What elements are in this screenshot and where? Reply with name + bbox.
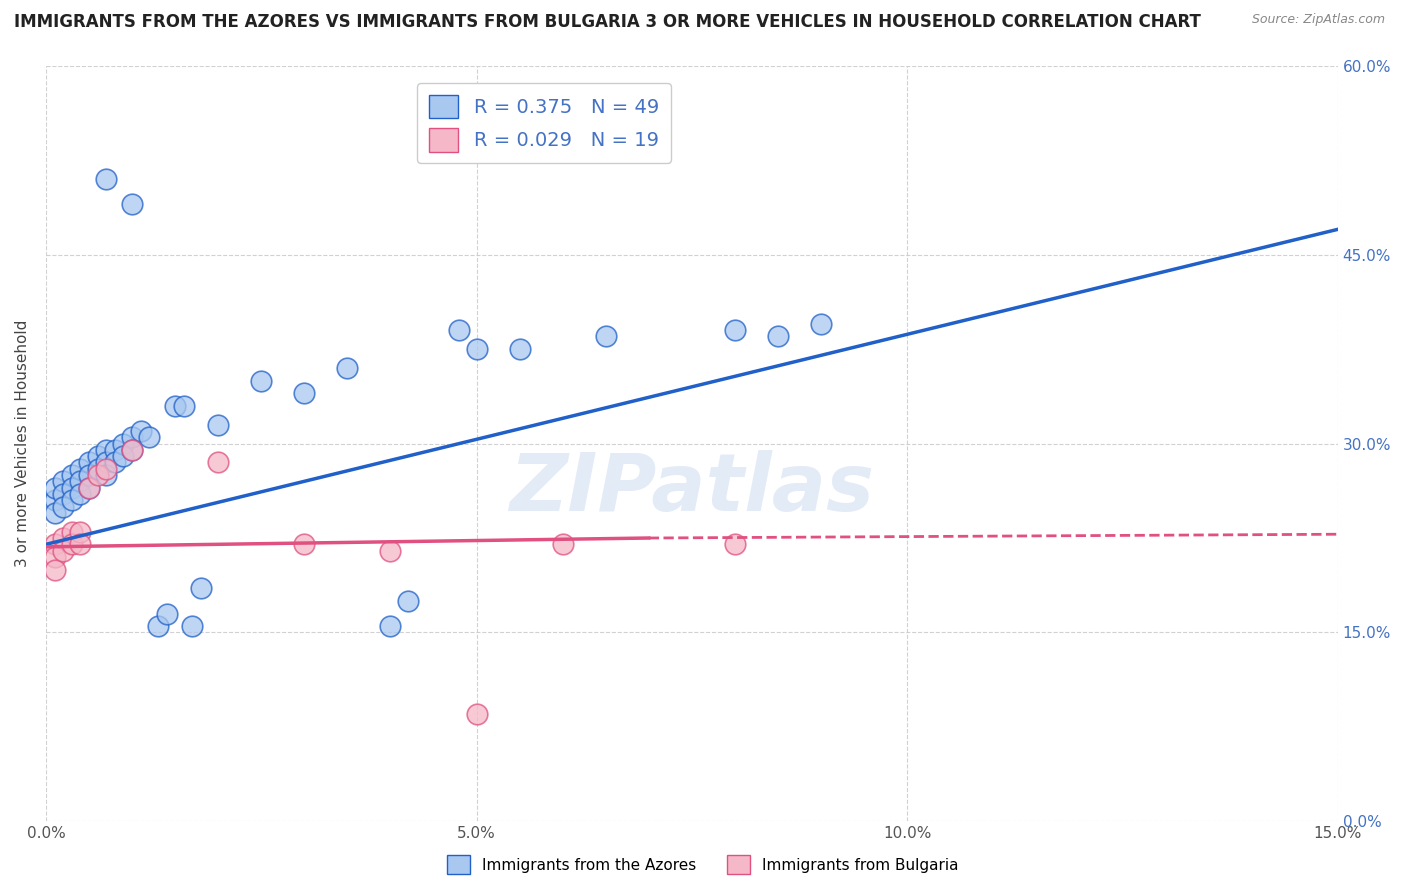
Point xyxy=(86,468,108,483)
Legend: R = 0.375   N = 49, R = 0.029   N = 19: R = 0.375 N = 49, R = 0.029 N = 19 xyxy=(418,83,671,163)
Point xyxy=(509,342,531,356)
Point xyxy=(52,543,75,558)
Point xyxy=(207,417,229,432)
Point xyxy=(250,374,273,388)
Point xyxy=(96,442,118,457)
Point xyxy=(69,537,91,551)
Point xyxy=(60,493,83,508)
Point xyxy=(766,329,789,343)
Point xyxy=(104,455,127,469)
Point xyxy=(396,594,419,608)
Legend: Immigrants from the Azores, Immigrants from Bulgaria: Immigrants from the Azores, Immigrants f… xyxy=(441,849,965,880)
Point xyxy=(121,442,143,457)
Point xyxy=(104,442,127,457)
Point xyxy=(44,537,66,551)
Point xyxy=(52,531,75,545)
Point xyxy=(44,493,66,508)
Point xyxy=(207,455,229,469)
Point xyxy=(551,537,574,551)
Point xyxy=(129,424,152,438)
Point xyxy=(190,582,212,596)
Point xyxy=(96,468,118,483)
Point xyxy=(121,430,143,444)
Point xyxy=(465,707,488,722)
Point xyxy=(69,524,91,539)
Point xyxy=(69,461,91,475)
Point xyxy=(44,481,66,495)
Point xyxy=(595,329,617,343)
Y-axis label: 3 or more Vehicles in Household: 3 or more Vehicles in Household xyxy=(15,320,30,567)
Text: IMMIGRANTS FROM THE AZORES VS IMMIGRANTS FROM BULGARIA 3 OR MORE VEHICLES IN HOU: IMMIGRANTS FROM THE AZORES VS IMMIGRANTS… xyxy=(14,13,1201,31)
Point xyxy=(69,487,91,501)
Point xyxy=(465,342,488,356)
Point xyxy=(292,537,315,551)
Point xyxy=(60,468,83,483)
Point xyxy=(155,607,177,621)
Point xyxy=(449,323,471,337)
Point xyxy=(724,537,747,551)
Point xyxy=(96,172,118,186)
Point xyxy=(181,619,204,633)
Point xyxy=(52,500,75,514)
Point xyxy=(52,475,75,489)
Point xyxy=(292,386,315,401)
Point xyxy=(44,549,66,564)
Point xyxy=(336,360,359,375)
Point xyxy=(112,436,135,450)
Point xyxy=(86,461,108,475)
Point xyxy=(121,442,143,457)
Point xyxy=(724,323,747,337)
Point xyxy=(77,481,100,495)
Point xyxy=(60,481,83,495)
Text: ZIPatlas: ZIPatlas xyxy=(509,450,875,528)
Point xyxy=(52,487,75,501)
Point xyxy=(146,619,169,633)
Point xyxy=(138,430,160,444)
Point xyxy=(86,449,108,463)
Point xyxy=(60,537,83,551)
Text: Source: ZipAtlas.com: Source: ZipAtlas.com xyxy=(1251,13,1385,27)
Point xyxy=(77,481,100,495)
Point xyxy=(380,543,402,558)
Point xyxy=(380,619,402,633)
Point xyxy=(60,524,83,539)
Point xyxy=(77,468,100,483)
Point xyxy=(44,506,66,520)
Point xyxy=(112,449,135,463)
Point xyxy=(96,461,118,475)
Point xyxy=(96,455,118,469)
Point xyxy=(121,197,143,211)
Point xyxy=(77,455,100,469)
Point xyxy=(810,317,832,331)
Point xyxy=(173,399,195,413)
Point xyxy=(165,399,187,413)
Point xyxy=(44,562,66,576)
Point xyxy=(69,475,91,489)
